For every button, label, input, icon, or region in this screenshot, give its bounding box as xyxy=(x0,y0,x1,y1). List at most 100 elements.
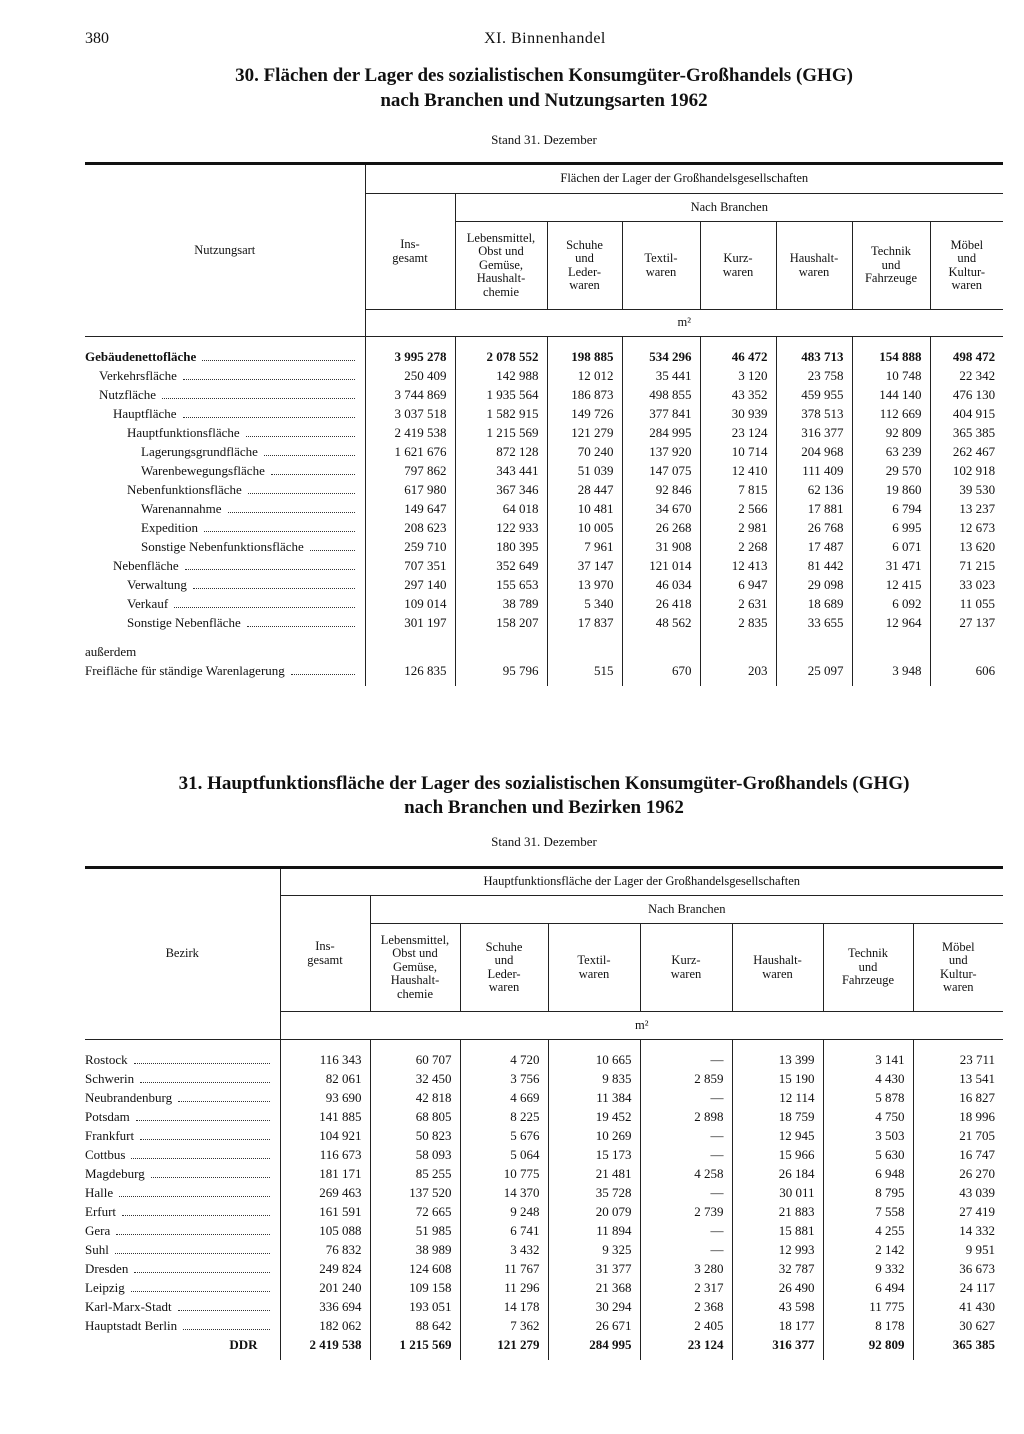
value-cell: 17 881 xyxy=(775,499,852,518)
value-cell: 23 758 xyxy=(775,366,852,385)
row-label-cell: Hauptstadt Berlin xyxy=(85,1316,280,1335)
value-cell: 4 669 xyxy=(459,1088,548,1107)
row-label: Rostock xyxy=(85,1052,280,1068)
row-label-text: Neubrandenburg xyxy=(85,1089,173,1105)
value-cell: 367 346 xyxy=(454,480,547,499)
value-cell: 88 642 xyxy=(369,1316,460,1335)
value-cell: 4 430 xyxy=(822,1069,913,1088)
value-cell: 24 117 xyxy=(912,1278,1004,1297)
value-cell: 71 215 xyxy=(929,556,1004,575)
table-row: Warenbewegungsfläche 797 862 343 441 51 039… xyxy=(85,461,1004,480)
value-cell: 316 377 xyxy=(775,423,852,442)
dot-leader xyxy=(309,549,355,551)
value-cell: 262 467 xyxy=(929,442,1004,461)
value-cell: 182 062 xyxy=(279,1316,370,1335)
row-label-text: Suhl xyxy=(85,1241,109,1257)
header-row: Lebensmittel, Obst und Gemüse, Haushalt-… xyxy=(85,221,1004,310)
value-cell: 17 837 xyxy=(546,613,622,632)
value-cell: 12 945 xyxy=(731,1126,823,1145)
value-cell: 109 158 xyxy=(369,1278,460,1297)
value-cell: 301 197 xyxy=(364,613,455,632)
value-cell: 12 673 xyxy=(929,518,1004,537)
row-label-cell: Nebenfunktionsfläche xyxy=(85,480,365,499)
value-cell: 284 995 xyxy=(547,1335,640,1360)
dot-leader xyxy=(114,1252,270,1254)
value-cell: 201 240 xyxy=(279,1278,370,1297)
value-cell: 63 239 xyxy=(851,442,930,461)
value-cell: 23 124 xyxy=(699,423,776,442)
value-cell: 198 885 xyxy=(546,336,622,366)
table-row: Suhl 76 832 38 989 3 432 9 325—12 993 2 142 9 … xyxy=(85,1240,1004,1259)
row-label: Hauptfläche xyxy=(85,406,365,422)
value-cell: 2 859 xyxy=(639,1069,732,1088)
value-cell: 46 472 xyxy=(699,336,776,366)
value-cell: 20 079 xyxy=(547,1202,640,1221)
value-cell: 32 450 xyxy=(369,1069,460,1088)
value-cell: 10 748 xyxy=(851,366,930,385)
column-header: Ins- gesamt xyxy=(279,895,371,1012)
value-cell: — xyxy=(639,1039,732,1069)
dot-leader xyxy=(140,1081,270,1083)
row-label-cell: Warenannahme xyxy=(85,499,365,518)
value-cell: 92 809 xyxy=(822,1335,913,1360)
value-cell: 707 351 xyxy=(364,556,455,575)
value-cell: 82 061 xyxy=(279,1069,370,1088)
table-row: Warenannahme 149 647 64 018 10 481 34 670 2 5… xyxy=(85,499,1004,518)
table-row: Sonstige Nebenfunktionsfläche 259 710 180 … xyxy=(85,537,1004,556)
row-label-text: Erfurt xyxy=(85,1203,117,1219)
value-cell: 70 240 xyxy=(546,442,622,461)
table-row: Gebäudenettofläche 3 995 278 2 078 552 198 … xyxy=(85,336,1004,366)
value-cell: 30 294 xyxy=(547,1297,640,1316)
page-number: 380 xyxy=(85,30,109,47)
value-cell: 60 707 xyxy=(369,1039,460,1069)
table-row: Nebenfläche 707 351 352 649 37 147 121 014 12… xyxy=(85,556,1004,575)
value-cell: 33 023 xyxy=(929,575,1004,594)
value-cell: 43 039 xyxy=(912,1183,1004,1202)
value-cell: 4 750 xyxy=(822,1107,913,1126)
value-cell: 23 711 xyxy=(912,1039,1004,1069)
value-cell: 1 215 569 xyxy=(454,423,547,442)
value-cell: 297 140 xyxy=(364,575,455,594)
value-cell: 5 676 xyxy=(459,1126,548,1145)
value-cell: 104 921 xyxy=(279,1126,370,1145)
value-cell: 343 441 xyxy=(454,461,547,480)
header-row: m² xyxy=(85,309,1004,337)
row-label-text: Nutzfläche xyxy=(99,386,157,402)
value-cell: 2 317 xyxy=(639,1278,732,1297)
row-label-text: Karl-Marx-Stadt xyxy=(85,1298,172,1314)
row-label-text: Cottbus xyxy=(85,1146,126,1162)
value-cell: 46 034 xyxy=(621,575,700,594)
value-cell: 92 809 xyxy=(851,423,930,442)
table-row: Schwerin 82 061 32 450 3 756 9 835 2 859 15 19… xyxy=(85,1069,1004,1088)
row-label-text: Sonstige Nebenfunktionsfläche xyxy=(141,538,304,554)
value-cell: 3 037 518 xyxy=(364,404,455,423)
value-cell: 10 269 xyxy=(547,1126,640,1145)
table-row: Erfurt 161 591 72 665 9 248 20 079 2 739 21 88… xyxy=(85,1202,1004,1221)
value-cell: 11 767 xyxy=(459,1259,548,1278)
value-cell: 10 665 xyxy=(547,1039,640,1069)
value-cell: 137 920 xyxy=(621,442,700,461)
value-cell: 18 177 xyxy=(731,1316,823,1335)
value-cell: 30 011 xyxy=(731,1183,823,1202)
dot-leader xyxy=(134,1271,270,1273)
value-cell xyxy=(454,632,547,661)
value-cell: 14 332 xyxy=(912,1221,1004,1240)
value-cell: 58 093 xyxy=(369,1145,460,1164)
table-title: 31. Hauptfunktionsfläche der Lager des s… xyxy=(178,773,910,794)
value-cell: 42 818 xyxy=(369,1088,460,1107)
row-label: Gera xyxy=(85,1223,280,1239)
value-cell: 7 815 xyxy=(699,480,776,499)
value-cell: 158 207 xyxy=(454,613,547,632)
dot-leader xyxy=(247,492,355,494)
row-label: Nebenfunktionsfläche xyxy=(85,482,365,498)
row-label: Hauptfunktionsfläche xyxy=(85,425,365,441)
value-cell: 26 768 xyxy=(775,518,852,537)
row-label: Schwerin xyxy=(85,1071,280,1087)
value-cell: 22 342 xyxy=(929,366,1004,385)
value-cell: 269 463 xyxy=(279,1183,370,1202)
value-cell: — xyxy=(639,1183,732,1202)
value-cell: 459 955 xyxy=(775,385,852,404)
section-title: XI. Binnenhandel xyxy=(484,30,606,47)
table-row: Dresden 249 824 124 608 11 767 31 377 3 280 32… xyxy=(85,1259,1004,1278)
